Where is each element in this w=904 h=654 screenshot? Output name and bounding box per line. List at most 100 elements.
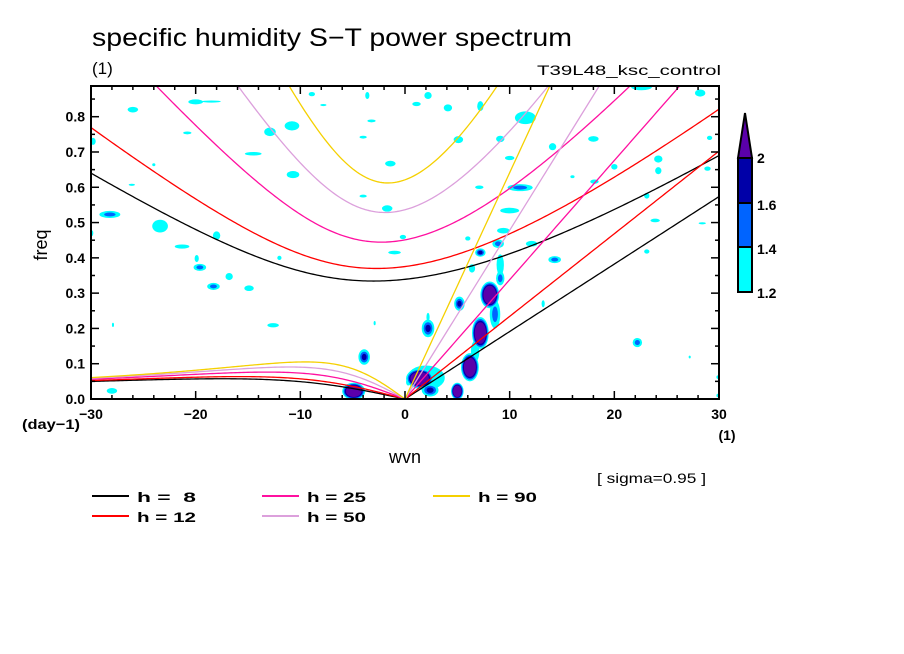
colorbar-bin-1.2 <box>737 246 753 293</box>
contour-region-level-1.2 <box>424 91 432 100</box>
rossby-n1-curve-h90 <box>91 361 406 399</box>
contour-region-level-2 <box>483 285 497 305</box>
legend-label: h = 8 <box>137 489 196 505</box>
x-tick-label: −30 <box>79 406 103 422</box>
colorbar-label: 1.6 <box>757 197 777 213</box>
rossby-n1-curve-h8 <box>91 378 406 399</box>
contour-region-level-1.2 <box>631 86 653 91</box>
legend-label: h = 25 <box>307 489 366 505</box>
contour-region-level-1.2 <box>399 234 407 240</box>
y-tick-labels: 0.0 0.1 0.2 0.3 0.4 0.5 0.6 0.7 0.8 <box>66 109 86 407</box>
legend: h = 8 h = 12 h = 25 h = 50 h = 90 <box>92 489 537 525</box>
colorbar-bin-1.4 <box>737 202 753 248</box>
legend-label: h = 90 <box>478 489 537 505</box>
contour-region-level-1.2 <box>201 100 221 103</box>
contour-region-level-1.2 <box>367 119 376 123</box>
contour-region-level-1.2 <box>650 218 660 223</box>
contour-region-level-1.2 <box>500 207 520 214</box>
contour-region-level-1.2 <box>698 222 706 225</box>
contour-region-level-1.2 <box>183 131 192 135</box>
contour-region-level-1.2 <box>694 89 706 97</box>
dispersion-curves <box>91 86 719 399</box>
legend-item-h90: h = 90 <box>433 489 537 505</box>
contour-region-level-1.2 <box>496 254 504 276</box>
kelvin-wave-curve-h25 <box>404 86 681 399</box>
x-axis-label: wvn <box>388 447 421 467</box>
colorbar-bin-1.6 <box>737 157 753 204</box>
contour-region-level-2 <box>474 322 487 344</box>
kelvin-wave-curve-h50 <box>404 86 600 399</box>
colorbar <box>736 112 754 293</box>
kelvin-wave-curve-h90 <box>404 86 551 399</box>
contour-region-level-1.2 <box>412 101 421 107</box>
rossby-n1-curve-h50 <box>91 366 406 399</box>
contour-region-level-1.4 <box>492 306 498 323</box>
y-axis-label: freq <box>31 229 51 260</box>
sigma-note: [ sigma=0.95 ] <box>597 470 706 486</box>
x-tick-label: 0 <box>401 406 409 422</box>
contour-region-level-1.2 <box>188 99 203 105</box>
shaded-power-contours <box>91 86 719 399</box>
y-tick-label: 0.2 <box>66 320 86 336</box>
contour-region-level-1.2 <box>152 219 168 233</box>
contour-region-level-1.2 <box>373 321 376 326</box>
contour-region-level-1.2 <box>655 167 662 175</box>
x-tick-label: 30 <box>711 406 727 422</box>
contour-region-level-1.2 <box>588 136 599 142</box>
contour-region-level-1.2 <box>465 236 471 241</box>
contour-region-level-1.2 <box>426 312 430 322</box>
x-axis-units: (1) <box>718 427 735 443</box>
x-tick-labels: −30 −20 −10 0 10 20 30 <box>79 406 727 422</box>
contour-region-level-1.4 <box>634 340 640 346</box>
contour-region-level-2 <box>453 385 462 397</box>
contour-region-level-1.2 <box>541 300 545 308</box>
contour-region-level-1.2 <box>654 155 663 163</box>
colorbar-label: 1.4 <box>757 241 777 257</box>
contour-region-level-1.2 <box>128 183 135 186</box>
contour-region-level-1.2 <box>570 175 575 179</box>
legend-item-h50: h = 50 <box>262 509 366 525</box>
kelvin-wave-curve-h12 <box>404 150 719 399</box>
contour-region-level-1.2 <box>284 121 300 131</box>
contour-region-level-1.2 <box>111 322 115 328</box>
run-label: T39L48_ksc_control <box>537 62 721 78</box>
contour-region-level-1.2 <box>267 323 279 328</box>
y-tick-label: 0.3 <box>66 285 86 301</box>
contour-region-level-1.2 <box>385 160 396 167</box>
contour-region-level-1.6 <box>457 300 462 307</box>
contour-region-level-1.2 <box>174 244 190 249</box>
contour-region-level-1.2 <box>704 166 711 171</box>
contour-region-level-1.2 <box>706 135 713 140</box>
contour-region-level-1.2 <box>244 151 262 156</box>
contour-region-level-1.2 <box>91 137 96 145</box>
contour-region-level-1.2 <box>381 205 393 212</box>
contour-region-level-1.6 <box>361 353 367 361</box>
x-tick-label: −10 <box>288 406 312 422</box>
contour-region-level-2 <box>463 357 476 377</box>
y-tick-label: 0.8 <box>66 109 86 125</box>
colorbar-label: 1.2 <box>757 285 777 301</box>
contour-region-level-1.2 <box>496 135 505 143</box>
inertio-gravity-n1-curve-h8 <box>91 154 719 282</box>
contour-region-level-1.2 <box>152 163 156 167</box>
contour-region-level-1.2 <box>106 388 118 394</box>
rossby-n1-curve-h12 <box>91 375 406 399</box>
y-tick-label: 0.4 <box>66 250 86 266</box>
contour-region-level-1.2 <box>212 231 221 240</box>
axis-ticks <box>90 86 720 400</box>
contour-region-level-1.2 <box>286 171 300 179</box>
contour-region-level-1.2 <box>225 273 233 281</box>
y-tick-label: 0.6 <box>66 179 86 195</box>
chart-subtitle: (1) <box>92 59 113 78</box>
legend-item-h12: h = 12 <box>92 509 196 525</box>
x-tick-label: 20 <box>607 406 623 422</box>
contour-region-level-1.4 <box>210 284 217 289</box>
contour-region-level-1.2 <box>194 255 199 263</box>
contour-region-level-1.2 <box>497 227 510 234</box>
contour-region-level-1.6 <box>478 250 483 255</box>
contour-region-level-1.2 <box>611 163 618 170</box>
y-tick-label: 0.1 <box>66 356 86 372</box>
contour-region-level-1.2 <box>388 250 401 255</box>
contour-region-level-1.2 <box>244 285 254 292</box>
